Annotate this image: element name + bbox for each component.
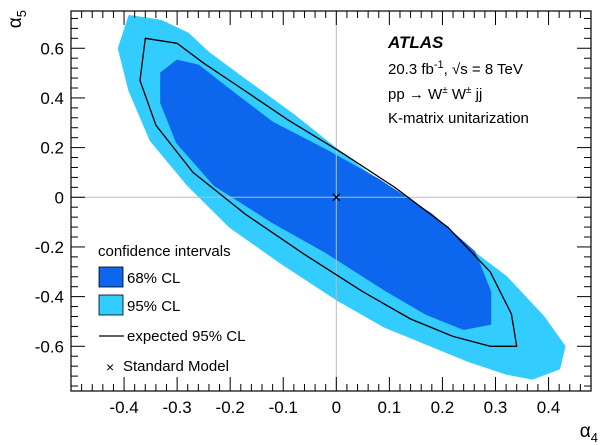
y-tick-label: -0.6 xyxy=(35,337,64,356)
y-tick-label: 0.6 xyxy=(40,39,64,58)
x-tick-label: 0.4 xyxy=(537,398,561,417)
legend-entry-expected: expected 95% CL xyxy=(127,328,245,345)
x-tick-label: 0 xyxy=(332,398,341,417)
region-68-cl xyxy=(160,59,492,330)
y-tick-label: 0 xyxy=(55,188,64,207)
process-label: pp → W± W± jj xyxy=(388,85,482,103)
legend: confidence intervals 68% CL 95% CL expec… xyxy=(98,243,245,375)
method-label: K-matrix unitarization xyxy=(388,110,529,127)
luminosity-label: 20.3 fb-1, √s = 8 TeV xyxy=(388,59,523,78)
x-tick-label: 0.1 xyxy=(378,398,402,417)
legend-swatch-68 xyxy=(98,266,124,288)
standard-model-layer xyxy=(332,193,341,202)
legend-entry-sm: Standard Model xyxy=(123,358,229,375)
plot-frame xyxy=(70,10,592,392)
legend-title: confidence intervals xyxy=(98,243,231,260)
legend-entry-68: 68% CL xyxy=(127,270,180,287)
x-tick-label: -0.4 xyxy=(109,398,138,417)
x-tick-label: 0.2 xyxy=(431,398,455,417)
legend-swatch-95 xyxy=(98,294,124,316)
y-tick-label: 0.2 xyxy=(40,139,64,158)
x-tick-label: -0.3 xyxy=(162,398,191,417)
y-tick-label: -0.4 xyxy=(35,288,64,307)
legend-entry-95: 95% CL xyxy=(127,298,180,315)
standard-model-marker xyxy=(332,193,341,202)
x-tick-label: 0.3 xyxy=(484,398,508,417)
x-tick-label: -0.2 xyxy=(216,398,245,417)
x-tick-label: -0.1 xyxy=(269,398,298,417)
x-axis-label: α4 xyxy=(580,421,598,445)
y-tick-label: -0.2 xyxy=(35,238,64,257)
experiment-label: ATLAS xyxy=(387,33,444,52)
y-axis-label: α5 xyxy=(5,10,29,28)
legend-marker-sm: × xyxy=(106,359,114,375)
axis-ticks: -0.4 -0.3 -0.2 -0.1 0 0.1 0.2 0.3 0.4 -0.6 -0.4 -0.… xyxy=(35,11,592,417)
expected-contour-layer xyxy=(139,37,518,347)
atlas-info-block: ATLAS 20.3 fb-1, √s = 8 TeV pp → W± W± j… xyxy=(387,33,529,127)
reference-lines xyxy=(71,11,591,391)
y-tick-label: 0.4 xyxy=(40,89,64,108)
expected-95-cl-contour xyxy=(139,37,518,347)
